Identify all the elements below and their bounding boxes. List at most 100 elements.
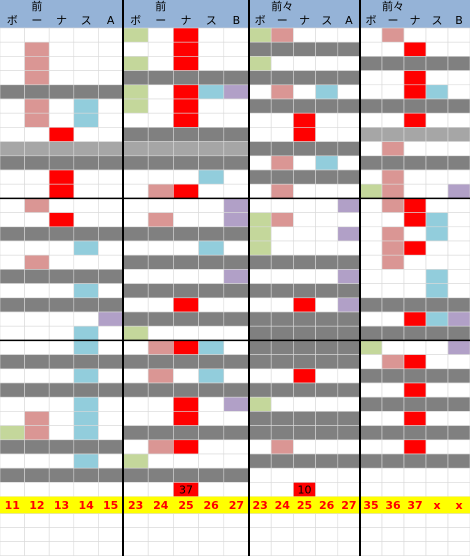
cell <box>198 453 225 469</box>
cell <box>48 84 75 100</box>
cell <box>293 283 316 299</box>
empty-cell <box>447 527 470 542</box>
cell <box>403 340 427 355</box>
cell <box>359 27 383 43</box>
cell <box>147 354 174 370</box>
cell <box>73 340 99 355</box>
cell <box>270 141 294 157</box>
cell <box>0 198 25 213</box>
cell <box>98 325 124 341</box>
footer-number: 15 <box>103 499 118 512</box>
cell <box>48 467 75 483</box>
cell <box>403 141 427 157</box>
cell <box>315 396 339 412</box>
column-header: A <box>345 14 353 27</box>
cell <box>48 269 75 284</box>
cell <box>24 84 50 100</box>
cell <box>425 56 449 71</box>
cell <box>147 41 174 57</box>
empty-cell <box>359 513 383 528</box>
cell <box>0 155 25 171</box>
column-header: ナ <box>410 14 421 27</box>
cell <box>270 368 294 384</box>
cell <box>447 226 470 242</box>
cell <box>147 368 174 384</box>
cell <box>24 340 50 355</box>
cell <box>293 240 316 256</box>
cell <box>73 269 99 284</box>
cell <box>0 269 25 284</box>
cell <box>381 127 405 142</box>
cell <box>248 183 272 199</box>
cell <box>122 27 149 43</box>
cell <box>403 297 427 313</box>
column-header: ボ <box>366 14 377 27</box>
cell <box>293 169 316 185</box>
cell <box>223 325 250 341</box>
empty-cell <box>270 527 294 542</box>
cell <box>447 382 470 398</box>
cell <box>48 311 75 327</box>
cell <box>359 84 383 100</box>
cell <box>223 70 250 86</box>
cell <box>73 325 99 341</box>
cell <box>122 70 149 86</box>
cell <box>73 212 99 228</box>
cell <box>173 382 199 398</box>
cell <box>403 368 427 384</box>
cell <box>403 311 427 327</box>
cell <box>24 70 50 86</box>
cell <box>425 311 449 327</box>
empty-cell <box>248 541 272 556</box>
cell <box>98 297 124 313</box>
cell <box>198 482 225 497</box>
cell <box>337 226 361 242</box>
cell <box>315 325 339 341</box>
cell <box>73 354 99 370</box>
column-header: ス <box>432 14 443 27</box>
cell <box>381 183 405 199</box>
cell <box>198 226 225 242</box>
cell <box>315 141 339 157</box>
cell <box>359 297 383 313</box>
cell <box>293 41 316 57</box>
cell <box>248 425 272 441</box>
empty-cell <box>425 541 449 556</box>
cell <box>122 425 149 441</box>
cell <box>381 283 405 299</box>
cell <box>248 240 272 256</box>
cell <box>293 340 316 355</box>
cell <box>447 283 470 299</box>
cell <box>0 254 25 270</box>
cell <box>315 56 339 71</box>
footer-number: 25 <box>178 499 193 512</box>
cell <box>0 411 25 426</box>
cell <box>48 226 75 242</box>
cell <box>381 467 405 483</box>
empty-cell <box>248 513 272 528</box>
cell <box>447 411 470 426</box>
cell <box>403 467 427 483</box>
cell <box>173 112 199 128</box>
cell <box>248 27 272 43</box>
cell <box>73 169 99 185</box>
column-header: ボ <box>130 14 141 27</box>
cell <box>315 198 339 213</box>
cell <box>248 254 272 270</box>
cell <box>24 141 50 157</box>
cell <box>98 311 124 327</box>
cell <box>98 453 124 469</box>
cell <box>403 212 427 228</box>
cell <box>173 439 199 455</box>
cell <box>248 453 272 469</box>
cell <box>173 340 199 355</box>
cell <box>173 169 199 185</box>
cell <box>48 141 75 157</box>
cell <box>337 467 361 483</box>
cell <box>73 226 99 242</box>
cell <box>359 212 383 228</box>
cell <box>98 283 124 299</box>
empty-cell <box>0 527 25 542</box>
cell <box>337 169 361 185</box>
